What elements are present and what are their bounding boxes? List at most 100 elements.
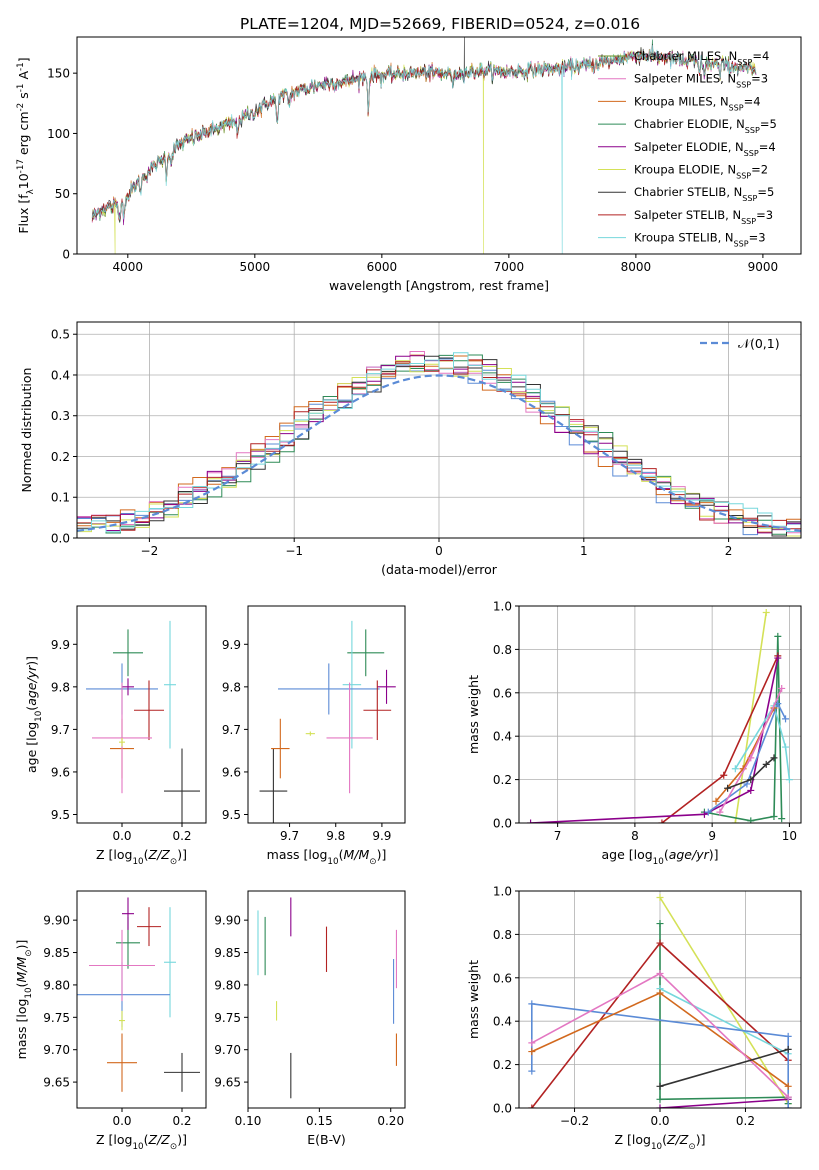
weight-marker <box>700 810 708 818</box>
weight-marker <box>528 1000 536 1008</box>
x-axis-label: Z [log10​(Z/Z⊙​)] <box>96 1132 187 1152</box>
x-tick-label: 9000 <box>748 260 779 274</box>
y-axis-label: mass [log10​(M/M⊙​)] <box>14 940 34 1060</box>
panel-z-age: 0.0 0.2 9.5 9.6 9.7 9.8 9.9 Z [log10​(Z/Z⊙​)] ag… <box>24 605 207 867</box>
plot-area <box>527 609 793 823</box>
errorbar-point <box>259 748 288 823</box>
y-tick-label: 9.70 <box>43 1043 70 1057</box>
errorbar-point <box>363 680 392 741</box>
weight-line-6 <box>531 1002 789 1108</box>
y-tick-label: 0.0 <box>493 817 512 831</box>
weight-line-2 <box>704 636 783 822</box>
errorbar-point <box>305 731 315 736</box>
figure-title: PLATE=1204, MJD=52669, FIBERID=0524, z=0… <box>240 15 640 33</box>
x-tick-label: 9.9 <box>372 829 391 843</box>
panel-z-mass: 0.0 0.2 9.65 9.70 9.75 9.80 9.85 9.90 Z [log10​(… <box>14 890 207 1152</box>
y-tick-label: 9.90 <box>43 914 70 928</box>
errorbar-point <box>122 678 134 696</box>
y-tick-label: 0.2 <box>493 773 512 787</box>
weight-marker <box>774 654 782 662</box>
errorbar-point <box>377 669 396 704</box>
weight-marker <box>784 1045 792 1053</box>
y-tick-label: 9.8 <box>51 680 70 694</box>
errorbar-point <box>119 737 125 747</box>
plot-area <box>86 620 200 823</box>
y-tick-label: 9.5 <box>51 808 70 822</box>
weight-line-4 <box>659 1098 789 1108</box>
plot-area <box>77 351 801 537</box>
x-tick-label: 0.2 <box>172 1114 191 1128</box>
errorbar-point <box>342 620 362 749</box>
x-tick-label: 7 <box>554 829 562 843</box>
y-tick-label: 9.9 <box>222 638 241 652</box>
legend: Chabrier MILES, NSSP​=4 Salpeter MILES, N… <box>598 49 777 248</box>
weight-marker <box>528 1104 536 1108</box>
legend-label: 𝒩(0,1) <box>738 336 780 351</box>
weight-marker <box>724 784 732 792</box>
weight-marker <box>656 969 664 977</box>
x-tick-label: 6000 <box>367 260 398 274</box>
x-tick-label: 8000 <box>621 260 652 274</box>
y-axis-label: mass weight <box>466 675 481 754</box>
weight-line-4 <box>530 657 779 823</box>
plot-area <box>77 897 200 1092</box>
legend-label: Salpeter ELODIE, NSSP​=4 <box>634 140 776 158</box>
errorbar-point <box>164 907 176 1018</box>
y-tick-label: 9.7 <box>222 723 241 737</box>
weight-marker <box>782 715 790 723</box>
errorbar-point <box>164 620 176 749</box>
weight-marker <box>656 1104 664 1108</box>
weight-line-9 <box>727 757 775 790</box>
weight-marker <box>784 1082 792 1090</box>
x-tick-label: 4000 <box>113 260 144 274</box>
x-tick-label: 0 <box>435 544 443 558</box>
y-tick-label: 9.5 <box>222 808 241 822</box>
y-tick-label: 0.0 <box>51 532 70 546</box>
y-tick-label: 0.5 <box>51 328 70 342</box>
weight-marker <box>747 817 755 823</box>
weight-line-9 <box>659 1048 789 1088</box>
x-tick-label: 0.10 <box>235 1114 262 1128</box>
y-tick-label: 9.85 <box>43 946 70 960</box>
weight-marker <box>656 989 664 997</box>
y-axis-label: Normed distribution <box>19 368 34 493</box>
x-tick-label: 0.0 <box>112 1114 131 1128</box>
x-tick-label: 9.8 <box>326 829 345 843</box>
y-tick-label: 9.65 <box>43 1076 70 1090</box>
y-tick-label: 0.2 <box>493 1058 512 1072</box>
weight-marker <box>656 920 664 928</box>
y-tick-label: 9.75 <box>43 1011 70 1025</box>
x-tick-label: 0.2 <box>736 1114 755 1128</box>
axes-frame <box>76 36 802 255</box>
y-tick-label: 9.80 <box>43 978 70 992</box>
y-tick-label: 1.0 <box>493 885 512 899</box>
axes-frame <box>518 605 802 824</box>
x-axis-label: age [log10​(age/yr)] <box>601 847 718 867</box>
x-axis-label: mass [log10​(M/M⊙​)] <box>267 847 387 867</box>
weight-marker <box>712 797 720 805</box>
errorbar-point <box>326 682 373 794</box>
weight-marker <box>747 754 755 762</box>
errorbar-point <box>347 629 385 677</box>
y-tick-label: 100 <box>47 127 70 141</box>
x-tick-label: 9.7 <box>280 829 299 843</box>
weight-marker <box>774 632 782 640</box>
y-axis-label: mass weight <box>466 960 481 1039</box>
y-tick-label: 0.8 <box>493 643 512 657</box>
x-tick-label: 0.15 <box>306 1114 333 1128</box>
y-tick-label: 0.4 <box>493 1015 512 1029</box>
errorbar-point <box>271 718 290 779</box>
y-tick-label: 9.6 <box>51 765 70 779</box>
x-tick-label: 0.0 <box>112 829 131 843</box>
weight-marker <box>656 1082 664 1090</box>
axes-frame <box>76 605 207 824</box>
panel-residuals: −2 −1 0 1 2 0.0 0.1 0.2 0.3 0.4 0.5 (data-model)/er… <box>19 321 802 577</box>
y-tick-label: 0.4 <box>51 368 70 382</box>
x-axis-label: E(B-V) <box>307 1132 346 1147</box>
errorbar-point <box>122 897 134 930</box>
errorbar-point <box>113 629 143 677</box>
weight-line-5 <box>734 703 791 780</box>
y-tick-label: 9.85 <box>214 946 241 960</box>
y-tick-label: 9.8 <box>222 680 241 694</box>
